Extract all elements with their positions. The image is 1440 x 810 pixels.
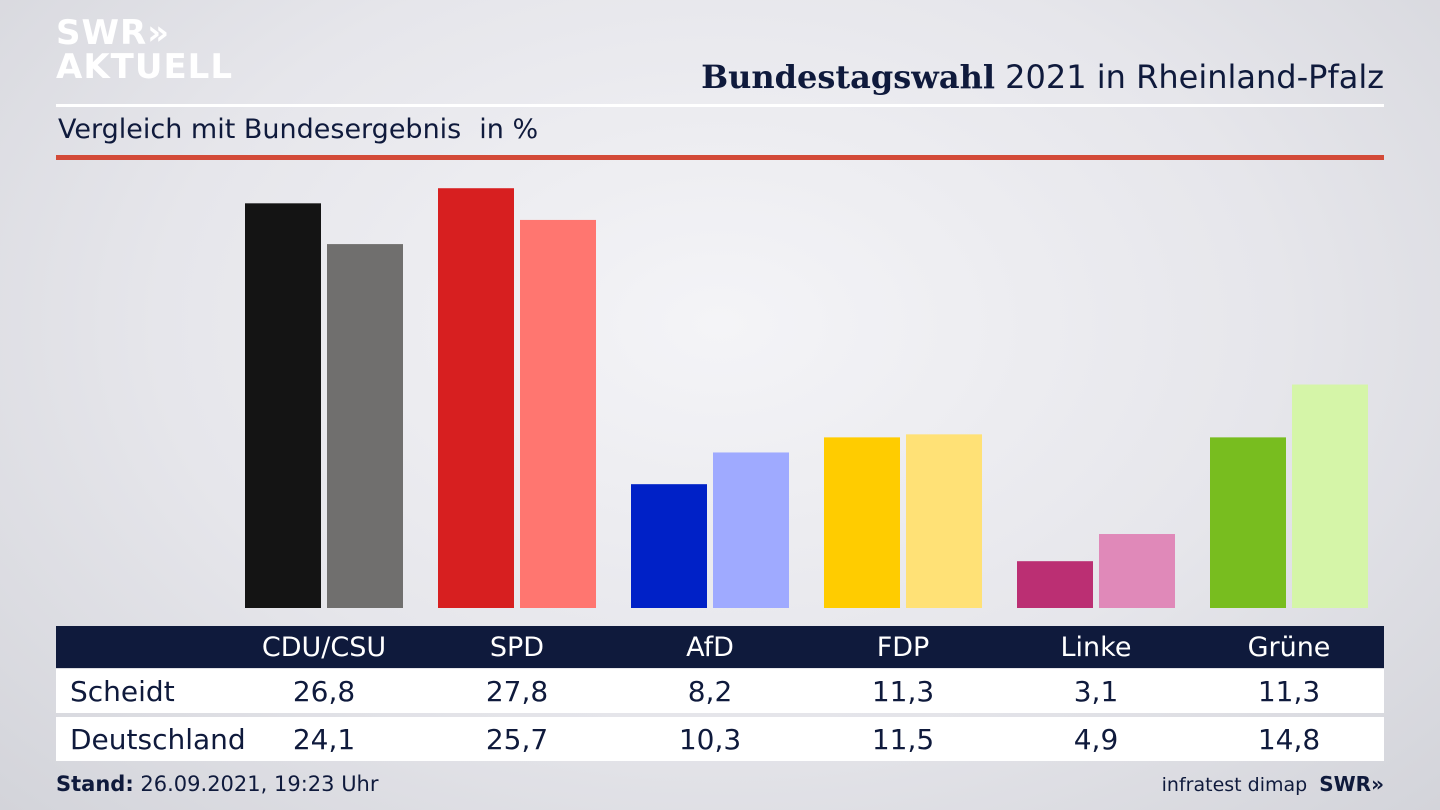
table-cell: 26,8 [292,674,356,708]
header-divider [56,104,1384,107]
bar-fdp-scheidt [824,437,900,608]
bar-afd-scheidt [631,484,707,608]
table-cell: 24,1 [292,722,356,756]
bar-linke-scheidt [1017,561,1093,608]
table-row-scheidt: Scheidt 26,8 27,8 8,2 11,3 3,1 11,3 [56,669,1384,713]
bar-spd-scheidt [438,188,514,608]
table-cell: 10,3 [678,722,742,756]
accent-divider [56,155,1384,160]
table-header-row: CDU/CSU SPD AfD FDP Linke Grüne [56,626,1384,668]
table-header-afd: AfD [686,631,734,663]
bar-spd-deutschland [520,219,596,608]
subtitle-text: Vergleich mit Bundesergebnis [58,114,462,145]
bar-fdp-deutschland [906,434,982,608]
row-label: Scheidt [70,674,175,708]
table-cell: 25,7 [485,722,549,756]
table-cell: 8,2 [687,674,733,708]
bar-afd-deutschland [713,452,789,608]
footer-stand: Stand: 26.09.2021, 19:23 Uhr [56,772,379,796]
bar-linke-deutschland [1099,534,1175,608]
table-header-gr-ne: Grüne [1247,631,1331,663]
table-header-linke: Linke [1060,631,1132,663]
source-text: infratest dimap [1161,774,1308,796]
table-header-fdp: FDP [876,631,930,663]
chart-subtitle: Vergleich mit Bundesergebnis in % [58,114,538,145]
bar-gr-ne-deutschland [1292,384,1368,608]
bar-cdu-csu-deutschland [327,244,403,608]
logo-aktuell-text: AKTUELL [56,47,234,87]
swr-aktuell-logo: SWR» AKTUELL [56,16,233,84]
footer-source: infratest dimap SWR» [1162,772,1384,796]
table-cell: 14,8 [1257,722,1321,756]
stand-value: 26.09.2021, 19:23 Uhr [140,772,379,796]
title-bold: Bundestagswahl [701,58,995,96]
subtitle-unit: in % [479,114,539,145]
table-cell: 27,8 [485,674,549,708]
title-rest: 2021 in Rheinland-Pfalz [1005,58,1384,96]
swr-brand-logo: SWR» [1319,772,1384,796]
bar-gr-ne-scheidt [1210,437,1286,608]
stand-label: Stand: [56,772,134,796]
page-title: Bundestagswahl 2021 in Rheinland-Pfalz [701,58,1384,96]
row-label: Deutschland [70,722,246,756]
logo-swr-text: SWR [56,13,148,53]
table-cell: 11,3 [871,674,935,708]
table-cell: 4,9 [1073,722,1119,756]
table-cell: 3,1 [1073,674,1119,708]
table-cell: 11,5 [871,722,935,756]
table-cell: 11,3 [1257,674,1321,708]
table-row-deutschland: Deutschland 24,1 25,7 10,3 11,5 4,9 14,8 [56,717,1384,761]
table-header-spd: SPD [489,631,545,663]
bar-cdu-csu-scheidt [245,203,321,608]
table-header-cdu-csu: CDU/CSU [261,631,387,663]
